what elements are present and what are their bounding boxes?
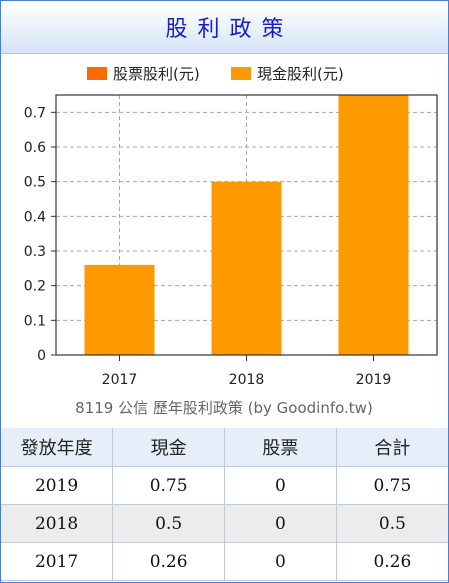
col-header-year: 發放年度	[1, 428, 114, 467]
x-tick-label: 2018	[229, 372, 265, 388]
panel-title: 股利政策	[165, 17, 294, 42]
y-tick-label: 0.6	[24, 140, 46, 156]
bar	[211, 181, 282, 355]
cell-total: 0.5	[335, 504, 448, 543]
cell-stock: 0	[224, 466, 337, 505]
y-tick-label: 0.1	[24, 313, 46, 329]
cell-cash: 0.26	[112, 542, 225, 581]
cell-total: 0.26	[335, 542, 448, 581]
legend-swatch	[231, 67, 251, 80]
table-row: 2019 0.75 0 0.75	[1, 466, 448, 505]
y-tick-label: 0.7	[24, 105, 46, 121]
x-tick-label: 2017	[102, 372, 138, 388]
y-tick-label: 0	[37, 348, 46, 364]
cell-year: 2019	[1, 466, 114, 505]
col-header-cash: 現金	[112, 428, 225, 467]
table-row: 2017 0.26 0 0.26	[1, 542, 448, 581]
cell-stock: 0	[224, 542, 337, 581]
cell-cash: 0.75	[112, 466, 225, 505]
cell-year: 2018	[1, 504, 114, 543]
y-tick-label: 0.3	[24, 244, 46, 260]
cell-year: 2017	[1, 542, 114, 581]
table-header-row: 發放年度 現金 股票 合計	[1, 428, 448, 467]
x-tick-label: 2019	[356, 372, 392, 388]
dividend-chart: 股票股利(元) 現金股利(元) 0 0.1 0.2 0.3 0.4 0.5 0.6 0.7 2017…	[24, 65, 438, 417]
panel-header: 股利政策	[1, 1, 448, 54]
cell-cash: 0.5	[112, 504, 225, 543]
dividend-table: 發放年度 現金 股票 合計 2019 0.75 0 0.75 2018 0.5 …	[1, 428, 448, 581]
table-row: 2018 0.5 0 0.5	[1, 504, 448, 543]
y-tick-label: 0.5	[24, 175, 46, 191]
y-tick-label: 0.2	[24, 279, 46, 295]
cell-stock: 0	[224, 504, 337, 543]
col-header-total: 合計	[335, 428, 448, 467]
y-tick-label: 0.4	[24, 209, 46, 225]
bar	[338, 95, 409, 355]
col-header-stock: 股票	[224, 428, 337, 467]
legend-label: 股票股利(元)	[113, 65, 200, 83]
cell-total: 0.75	[335, 466, 448, 505]
chart-caption: 8119 公信 歷年股利政策 (by Goodinfo.tw)	[75, 399, 373, 417]
plot-frame	[55, 94, 438, 356]
legend-label: 現金股利(元)	[257, 65, 344, 83]
legend-swatch	[87, 67, 107, 80]
bar	[84, 264, 155, 355]
